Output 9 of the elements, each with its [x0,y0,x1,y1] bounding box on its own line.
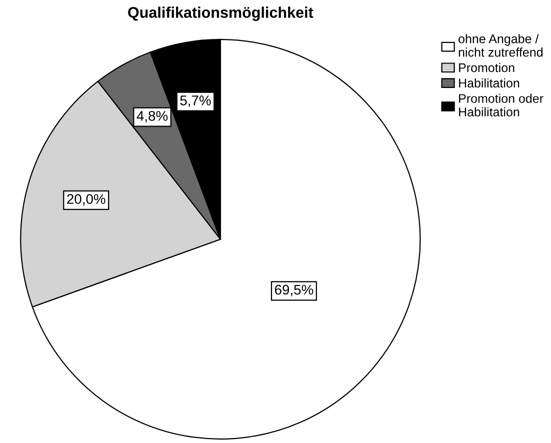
data-label: 5,7% [180,96,211,107]
data-label: 4,8% [136,110,168,122]
legend-label: Promotion oder Habilitation [459,94,544,116]
legend-label: ohne Angabe / nicht zutreffend [458,34,542,57]
legend-label: Promotion [459,62,514,72]
data-label: 69,5% [274,284,314,296]
chart-title: Qualifikationsmöglichkeit [128,6,314,21]
legend-label: Habilitation [459,78,520,88]
data-label: 20,0% [67,194,106,206]
